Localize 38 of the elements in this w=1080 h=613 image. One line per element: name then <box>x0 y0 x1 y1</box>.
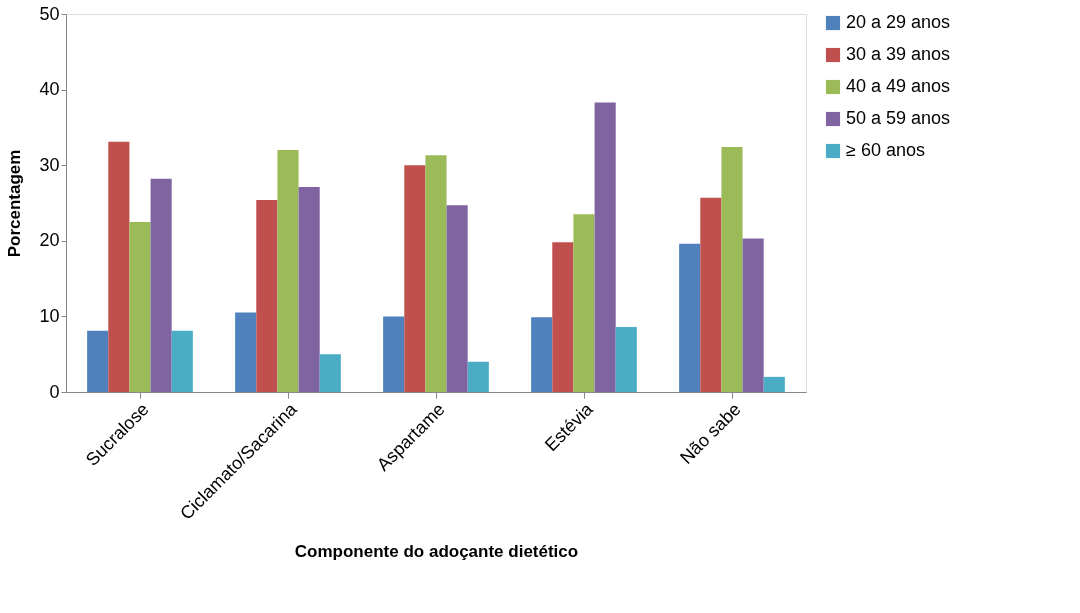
bar <box>721 147 743 392</box>
legend-label: 30 a 39 anos <box>846 44 951 64</box>
bar <box>552 242 574 392</box>
bar <box>256 199 278 392</box>
y-tick-label: 50 <box>39 3 60 24</box>
bar <box>108 141 130 392</box>
bar <box>615 326 637 392</box>
bar <box>763 376 785 392</box>
bar <box>150 178 172 392</box>
legend-label: 40 a 49 anos <box>846 76 951 96</box>
bar <box>531 317 553 392</box>
y-axis-title: Porcentagem <box>5 149 25 258</box>
bar <box>129 221 151 392</box>
bar <box>467 361 489 392</box>
bar <box>404 165 426 392</box>
bar <box>277 150 299 392</box>
bar <box>425 155 447 392</box>
bar <box>235 312 257 392</box>
legend-label: 50 a 59 anos <box>846 108 951 128</box>
bar <box>319 354 341 392</box>
y-tick-label: 10 <box>39 305 60 326</box>
legend-label: 20 a 29 anos <box>846 12 951 32</box>
bar <box>700 197 722 392</box>
y-tick-label: 20 <box>39 230 60 251</box>
legend-label: ≥ 60 anos <box>846 140 925 160</box>
bar <box>446 205 468 392</box>
bar <box>742 238 764 392</box>
bar <box>171 330 193 392</box>
y-tick-label: 30 <box>39 154 60 175</box>
y-tick-label: 0 <box>49 381 60 402</box>
y-tick-label: 40 <box>39 79 60 100</box>
bar <box>298 187 320 392</box>
bar <box>573 214 595 392</box>
bar <box>594 102 616 392</box>
bar <box>679 243 701 392</box>
bar <box>383 316 405 392</box>
bar <box>87 330 109 392</box>
x-axis-title: Componente do adoçante dietético <box>294 541 579 561</box>
